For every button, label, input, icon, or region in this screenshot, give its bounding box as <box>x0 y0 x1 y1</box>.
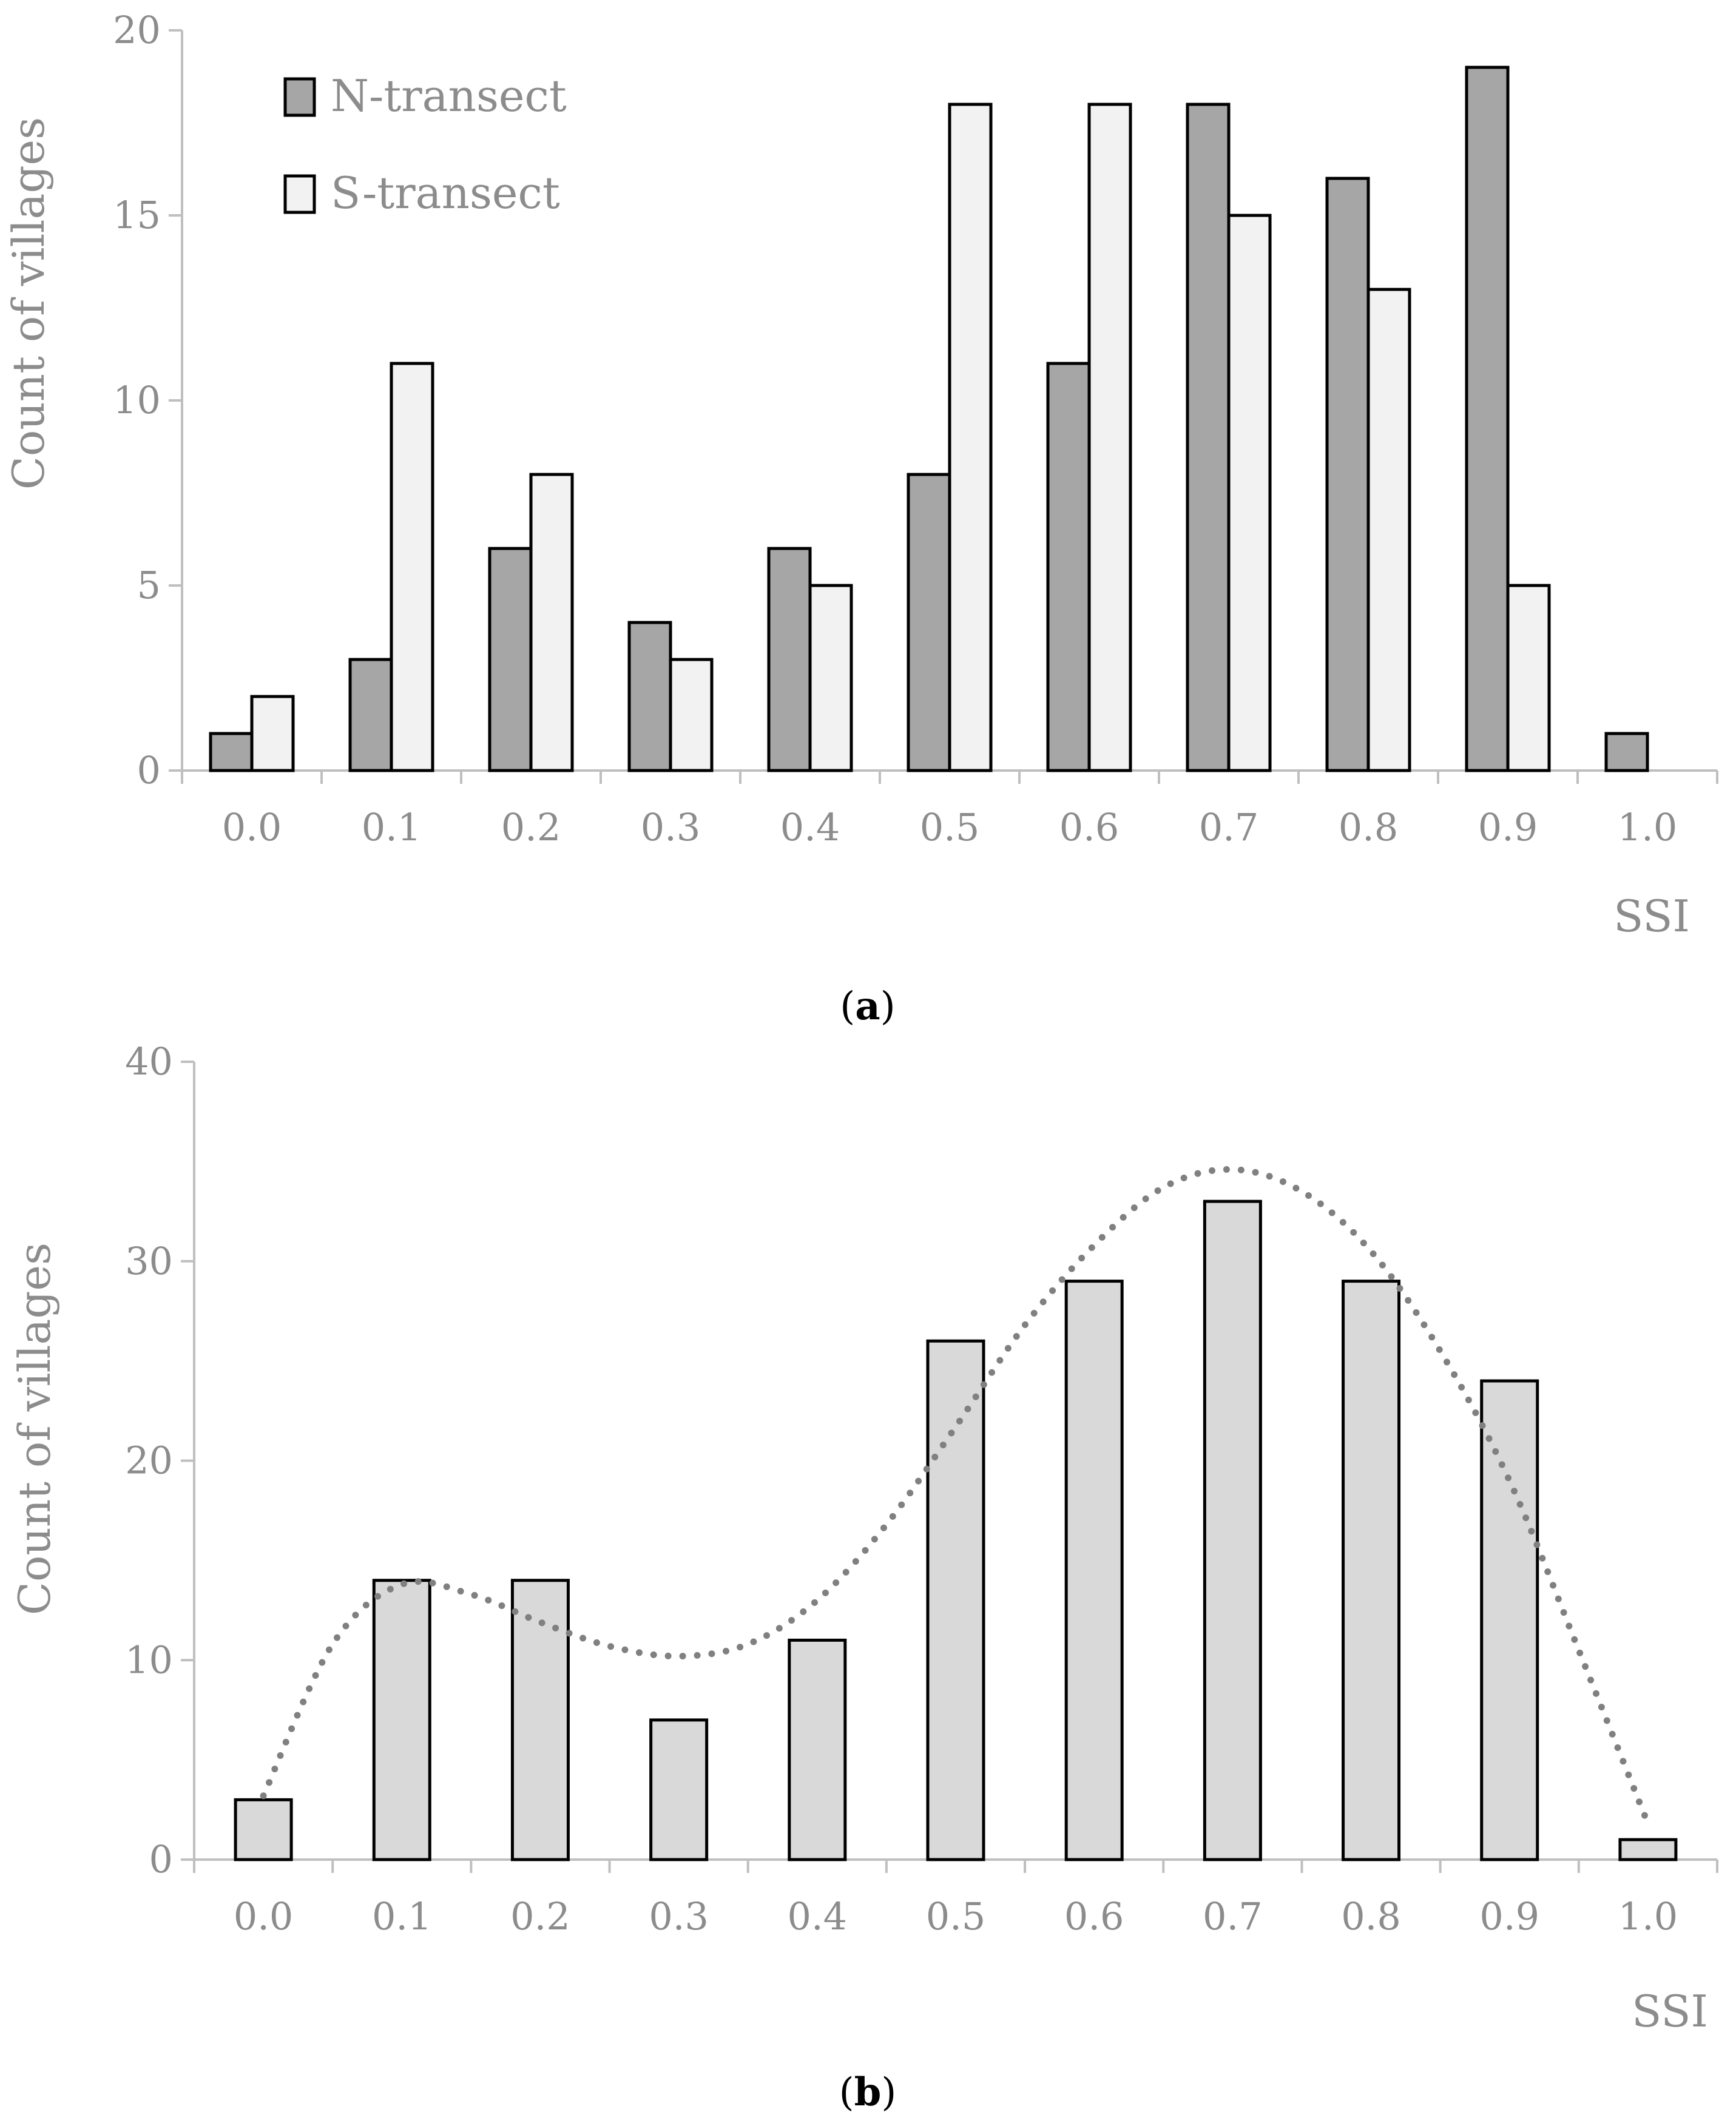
bar-all-villages <box>1618 1838 1678 1861</box>
legend-label: S-transect <box>331 167 560 218</box>
bar-s-transect <box>390 362 434 772</box>
x-tick-label: 0.4 <box>780 805 840 849</box>
y-tick-label: 40 <box>125 1039 173 1084</box>
bar-all-villages <box>234 1798 293 1861</box>
panel-a-caption: (a) <box>840 983 895 1029</box>
bar-s-transect <box>669 658 714 772</box>
panel-a-chart: 0 5 10 15 20 0.0 0.1 0.2 0.3 0.4 0.5 0.6 0.7 0.8 0.9 1.… <box>3 8 1718 942</box>
bar-n-transect <box>767 547 812 772</box>
y-tick-label: 15 <box>113 193 161 237</box>
bar-all-villages <box>372 1579 431 1861</box>
x-tick-label: 0.9 <box>1478 805 1538 849</box>
bar-s-transect <box>1506 584 1551 772</box>
x-tick-label: 0.6 <box>1059 805 1120 849</box>
y-axis-title: Count of villages <box>3 117 54 490</box>
x-tick-label: 0.9 <box>1479 1894 1539 1938</box>
bar-n-transect <box>1604 732 1649 772</box>
x-tick-label: 0.5 <box>920 805 980 849</box>
y-tick-label: 20 <box>113 8 161 52</box>
x-tick-label: 0.8 <box>1339 805 1399 849</box>
bar-n-transect <box>348 658 393 772</box>
y-tick-label: 10 <box>113 378 161 422</box>
bar-n-transect <box>1046 362 1091 772</box>
x-tick-label: 1.0 <box>1618 1894 1678 1938</box>
bar-s-transect <box>808 584 853 772</box>
trendline-curve <box>260 1166 1652 1827</box>
panel-b-caption: (b) <box>839 2070 897 2112</box>
bar-s-transect <box>1087 103 1132 772</box>
y-tick-label: 0 <box>149 1837 173 1881</box>
x-tick-label: 0.8 <box>1341 1894 1401 1938</box>
x-tick-label: 0.1 <box>372 1894 432 1938</box>
bar-n-transect <box>1465 66 1510 772</box>
y-tick-label: 20 <box>125 1439 173 1483</box>
x-tick-label: 0.7 <box>1199 805 1259 849</box>
bar-all-villages <box>1480 1379 1539 1861</box>
bar-all-villages <box>788 1638 847 1861</box>
bar-n-transect <box>1186 103 1231 772</box>
bar-s-transect <box>1227 214 1272 772</box>
x-tick-label: 0.2 <box>501 805 561 849</box>
bar-n-transect <box>488 547 533 772</box>
bar-n-transect <box>1325 177 1370 772</box>
x-tick-label: 0.3 <box>641 805 701 849</box>
x-tick-label: 0.6 <box>1064 1894 1124 1938</box>
bar-n-transect <box>627 621 672 772</box>
x-tick-label: 0.0 <box>234 1894 294 1938</box>
y-tick-label: 30 <box>125 1239 173 1283</box>
legend-swatch <box>283 174 316 214</box>
bar-s-transect <box>948 103 993 772</box>
bar-s-transect <box>529 473 574 772</box>
bar-all-villages <box>1342 1280 1401 1861</box>
bar-all-villages <box>1203 1199 1262 1861</box>
x-tick-label: 0.3 <box>649 1894 709 1938</box>
bar-s-transect <box>250 695 295 772</box>
x-tick-label: 0.5 <box>926 1894 986 1938</box>
x-axis-title: SSI <box>1613 891 1690 942</box>
x-tick-label: 0.0 <box>222 805 282 849</box>
x-tick-label: 0.4 <box>788 1894 848 1938</box>
bar-all-villages <box>1064 1280 1124 1861</box>
bar-n-transect <box>209 732 254 772</box>
legend-label: N-transect <box>331 70 567 121</box>
y-tick-label: 5 <box>137 563 161 607</box>
panel-b-chart: 0 10 20 30 40 0.0 0.1 0.2 0.3 0.4 0.5 0.6 0.7 0.8 0.9 1… <box>9 1039 1718 2037</box>
bar-n-transect <box>907 473 951 772</box>
x-axis-title: SSI <box>1632 1986 1708 2037</box>
y-tick-label: 10 <box>125 1638 173 1682</box>
bar-all-villages <box>649 1718 709 1861</box>
y-axis-title: Count of villages <box>9 1243 60 1615</box>
bar-all-villages <box>926 1339 985 1861</box>
x-tick-label: 0.7 <box>1203 1894 1263 1938</box>
x-tick-label: 0.2 <box>510 1894 570 1938</box>
bar-s-transect <box>1366 288 1411 772</box>
bar-all-villages <box>510 1579 570 1861</box>
x-tick-label: 1.0 <box>1618 805 1678 849</box>
y-tick-label: 0 <box>137 748 161 792</box>
legend-swatch <box>283 77 316 117</box>
x-tick-label: 0.1 <box>362 805 422 849</box>
